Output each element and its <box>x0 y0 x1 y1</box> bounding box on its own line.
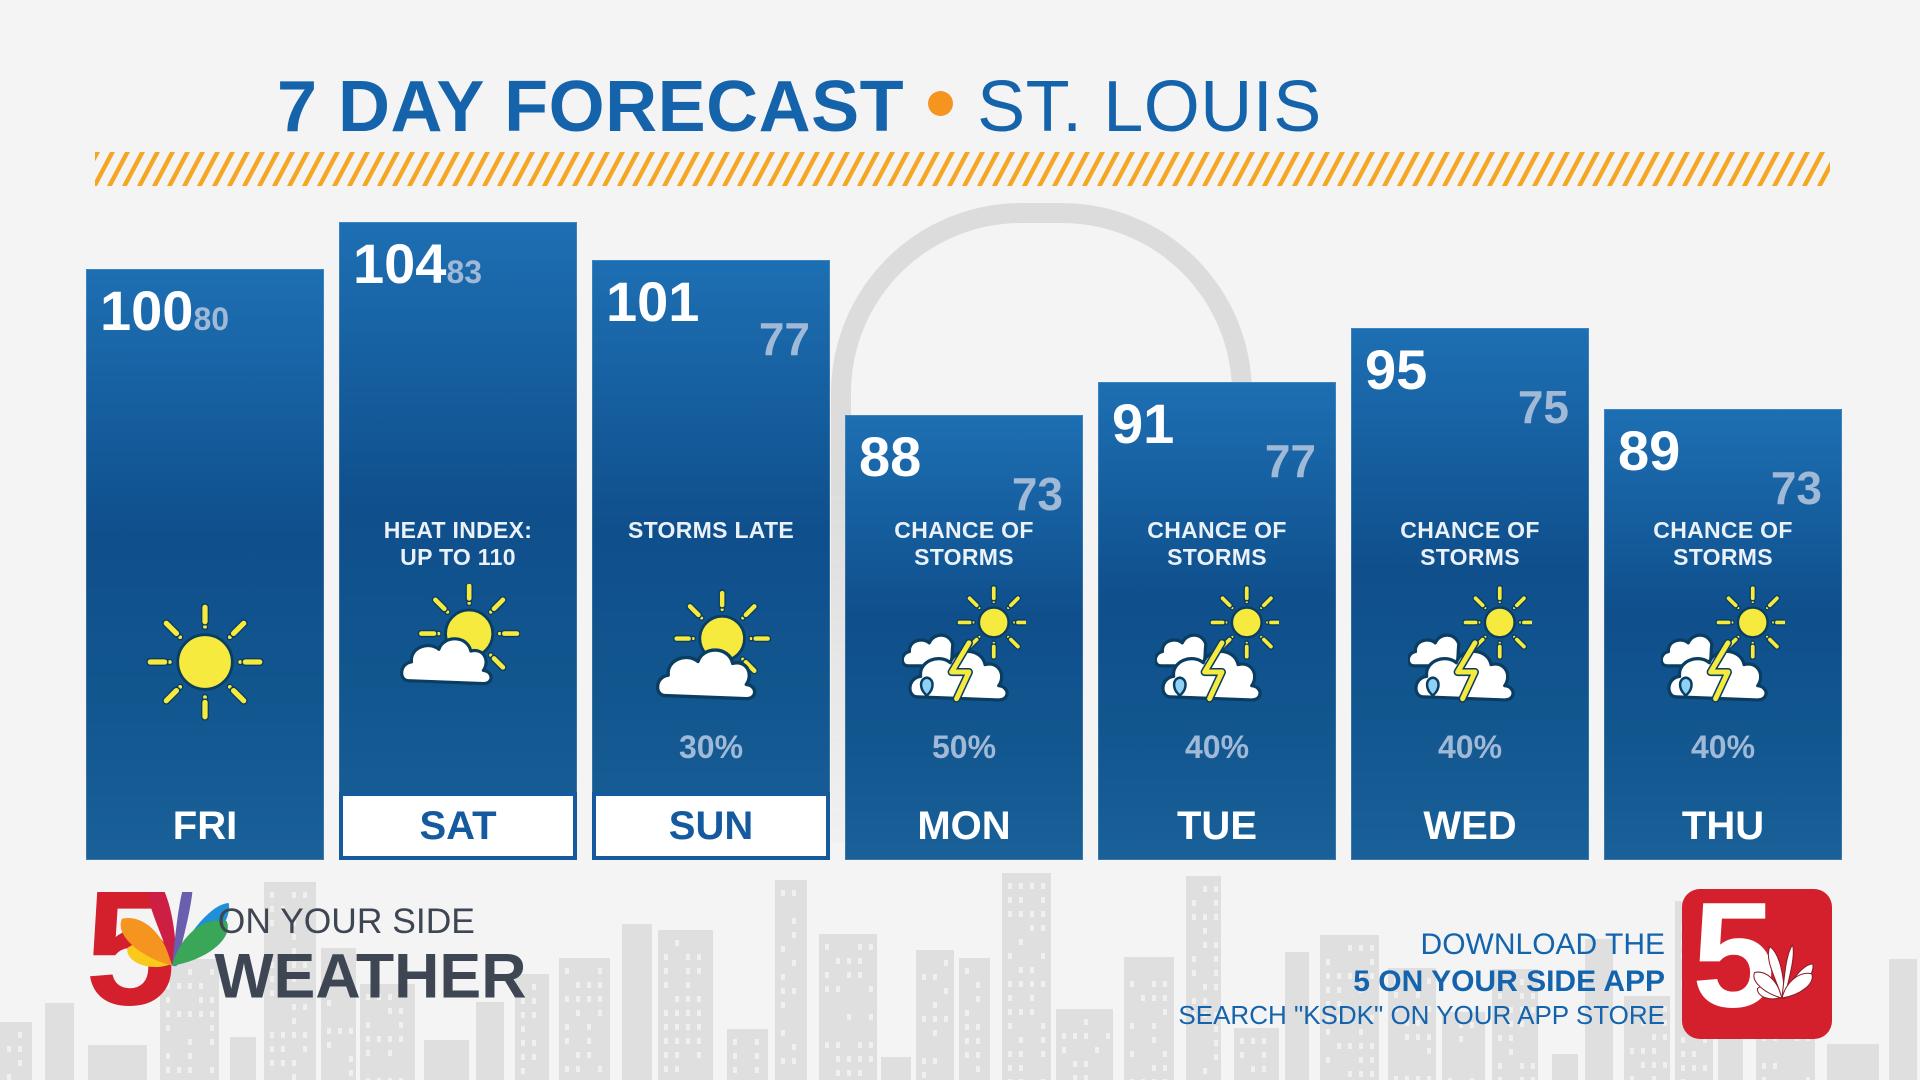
svg-text:WEATHER: WEATHER <box>214 941 526 1011</box>
svg-text:5: 5 <box>1692 889 1775 1039</box>
svg-text:ON YOUR SIDE: ON YOUR SIDE <box>218 901 475 941</box>
